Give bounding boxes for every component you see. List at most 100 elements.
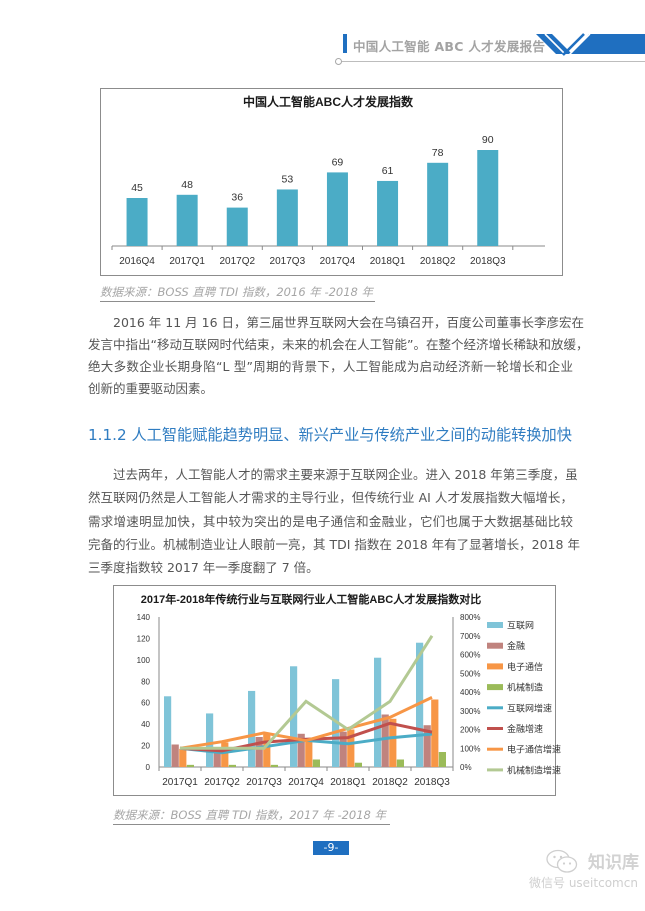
legend-label: 互联网 (507, 621, 534, 631)
paragraph-line: 然互联网仍然是人工智能人才需求的主导行业，但传统行业 AI 人才发展指数大幅增长… (88, 490, 573, 506)
bar (164, 696, 172, 767)
left-y-tick-label: 20 (141, 742, 150, 751)
bar (381, 714, 389, 767)
bar (276, 189, 298, 246)
industry-comparison-combo-chart: 2017年-2018年传统行业与互联网行业人工智能ABC人才发展指数对比 0 20 4… (113, 585, 561, 796)
bar (438, 752, 446, 767)
legend-swatch (487, 642, 503, 649)
bar (312, 759, 320, 767)
legend-swatch (487, 684, 503, 691)
right-y-tick-label: 400% (460, 688, 480, 697)
bar-value-label: 36 (231, 192, 243, 204)
paragraph-1: 2016 年 11 月 16 日，第三届世界互联网大会在乌镇召开，百度公司董事长… (88, 312, 588, 400)
x-tick-label: 2018Q3 (414, 777, 450, 788)
right-y-tick-label: 100% (460, 744, 480, 753)
bar (374, 657, 382, 767)
legend-item: 互联网 (487, 621, 534, 631)
bar (228, 764, 236, 767)
bar-value-label: 48 (181, 179, 193, 191)
bar-value-label: 53 (282, 173, 294, 185)
left-y-tick-label: 120 (137, 634, 151, 643)
paragraph-line: 需求增速明显加快，其中较为突出的是电子通信和金融业，它们也属于大数据基础比较 (88, 513, 573, 529)
bar-value-label: 61 (382, 165, 394, 177)
legend-item: 机械制造增速 (487, 764, 561, 775)
right-y-tick-label: 300% (460, 707, 480, 716)
bar (354, 762, 362, 767)
bar (221, 742, 229, 767)
paragraph-line: 绝大多数企业长期身陷“L 型”周期的背景下，人工智能成为启动经济新一轮增长和企业 (88, 359, 573, 374)
legend-label: 互联网增速 (507, 702, 552, 713)
figure2-source-caption: 数据来源：BOSS 直聘 TDI 指数，2017 年 -2018 年 (113, 808, 390, 825)
x-tick-label: 2017Q2 (219, 256, 255, 267)
bar (270, 764, 278, 767)
bar (423, 725, 431, 767)
left-y-tick-label: 80 (141, 677, 150, 686)
header-divider-dot (335, 58, 342, 65)
talent-index-bar-chart: 中国人工智能ABC人才发展指数 45 2016Q4 48 2017Q1 36 2017Q2 5… (100, 88, 563, 276)
x-tick-label: 2016Q4 (119, 256, 155, 267)
header-title: 中国人工智能 ABC 人才发展报告 (353, 39, 546, 54)
bar (126, 198, 148, 246)
bar (339, 731, 347, 767)
paragraph-line: 2016 年 11 月 16 日，第三届世界互联网大会在乌镇召开，百度公司董事长… (113, 315, 584, 330)
paragraph-line: 过去两年，人工智能人才的需求主要来源于互联网企业。进入 2018 年第三季度，虽 (113, 467, 578, 482)
figure1-source-caption: 数据来源：BOSS 直聘 TDI 指数，2016 年 -2018 年 (100, 285, 375, 302)
right-y-tick-label: 200% (460, 726, 480, 735)
bar (248, 690, 256, 767)
legend-item: 互联网增速 (487, 702, 552, 713)
header-stripe-decoration-icon (536, 33, 645, 56)
legend-item: 机械制造 (487, 682, 543, 693)
bar (186, 764, 194, 767)
right-y-tick-label: 0% (460, 763, 472, 772)
page-number: -9- (313, 841, 349, 855)
bar (226, 207, 248, 246)
bar (477, 150, 499, 246)
legend-item: 金融 (487, 640, 525, 651)
right-y-tick-label: 700% (460, 632, 480, 641)
bar (389, 718, 397, 767)
legend-label: 机械制造 (507, 682, 543, 693)
bar (171, 744, 179, 767)
chart-title: 中国人工智能ABC人才发展指数 (243, 94, 414, 109)
bar-value-label: 90 (482, 134, 494, 146)
wechat-icon (546, 849, 578, 873)
left-y-tick-label: 140 (137, 613, 151, 622)
left-y-tick-label: 0 (146, 763, 151, 772)
bar (347, 729, 355, 767)
bar (377, 180, 399, 246)
bar (427, 162, 449, 246)
bar-value-label: 69 (332, 156, 344, 168)
growth-line (179, 696, 433, 750)
left-y-tick-label: 100 (137, 656, 151, 665)
section-heading: 1.1.2 人工智能赋能趋势明显、新兴产业与传统产业之间的动能转换加快 (88, 426, 572, 444)
x-tick-label: 2017Q3 (270, 256, 306, 267)
right-y-tick-label: 800% (460, 613, 480, 622)
x-tick-label: 2018Q1 (370, 256, 406, 267)
legend-label: 金融 (507, 640, 525, 651)
paragraph-line: 完备的行业。机械制造业让人眼前一亮，其 TDI 指数在 2018 年有了显著增长… (88, 536, 580, 552)
header-accent-bar (343, 34, 347, 53)
bar-chart-canvas: 中国人工智能ABC人才发展指数 45 2016Q4 48 2017Q1 36 2017Q2 5… (100, 88, 563, 276)
bar-value-label: 78 (432, 147, 444, 159)
paragraph-line: 创新的重要驱动因素。 (88, 381, 214, 396)
bar (396, 759, 404, 767)
x-tick-label: 2017Q4 (320, 256, 356, 267)
bar (179, 748, 187, 767)
bar (213, 747, 221, 767)
legend-item: 电子通信 (487, 661, 543, 672)
x-tick-label: 2018Q3 (470, 256, 506, 267)
header-divider (342, 61, 645, 62)
legend-label: 机械制造增速 (507, 764, 561, 775)
x-tick-label: 2017Q1 (169, 256, 205, 267)
legend-label: 电子通信 (507, 661, 543, 672)
x-tick-label: 2018Q2 (372, 777, 408, 788)
paragraph-line: 三季度指数较 2017 年一季度翻了 7 倍。 (88, 560, 319, 576)
legend-label: 金融增速 (507, 723, 543, 734)
x-tick-label: 2017Q2 (204, 777, 240, 788)
bar (326, 172, 348, 246)
x-tick-label: 2018Q1 (330, 777, 366, 788)
bar (176, 194, 198, 246)
bar (297, 733, 305, 767)
right-y-tick-label: 500% (460, 669, 480, 678)
